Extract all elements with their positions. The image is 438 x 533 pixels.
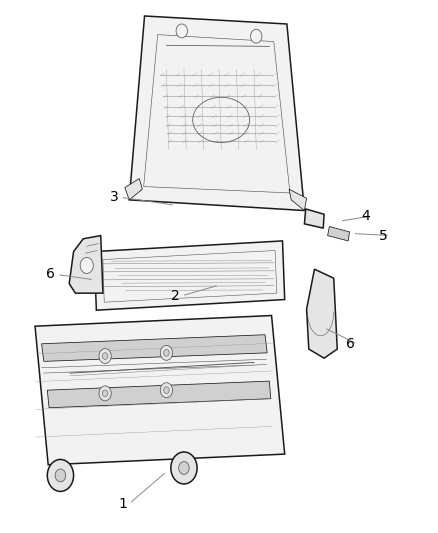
Circle shape (251, 29, 262, 43)
Polygon shape (35, 316, 285, 465)
Polygon shape (129, 16, 304, 211)
Circle shape (160, 383, 173, 398)
Circle shape (99, 386, 111, 401)
Polygon shape (47, 381, 271, 408)
Text: 1: 1 (118, 497, 127, 511)
Text: 2: 2 (171, 289, 180, 303)
Circle shape (55, 469, 66, 482)
Polygon shape (94, 241, 285, 310)
Circle shape (176, 24, 187, 38)
Circle shape (179, 462, 189, 474)
Text: 3: 3 (110, 190, 118, 204)
Polygon shape (42, 335, 267, 361)
Circle shape (102, 353, 108, 359)
Text: 6: 6 (46, 268, 55, 281)
Circle shape (80, 257, 93, 273)
Polygon shape (304, 209, 324, 228)
Circle shape (164, 387, 169, 393)
Polygon shape (289, 189, 307, 211)
Circle shape (99, 349, 111, 364)
Polygon shape (125, 179, 142, 200)
Polygon shape (307, 269, 337, 358)
Text: 5: 5 (379, 229, 388, 243)
Circle shape (164, 350, 169, 356)
Circle shape (47, 459, 74, 491)
Circle shape (160, 345, 173, 360)
Circle shape (102, 390, 108, 397)
Text: 4: 4 (361, 209, 370, 223)
Text: 6: 6 (346, 337, 355, 351)
Polygon shape (328, 227, 350, 241)
Polygon shape (69, 236, 103, 293)
Circle shape (171, 452, 197, 484)
